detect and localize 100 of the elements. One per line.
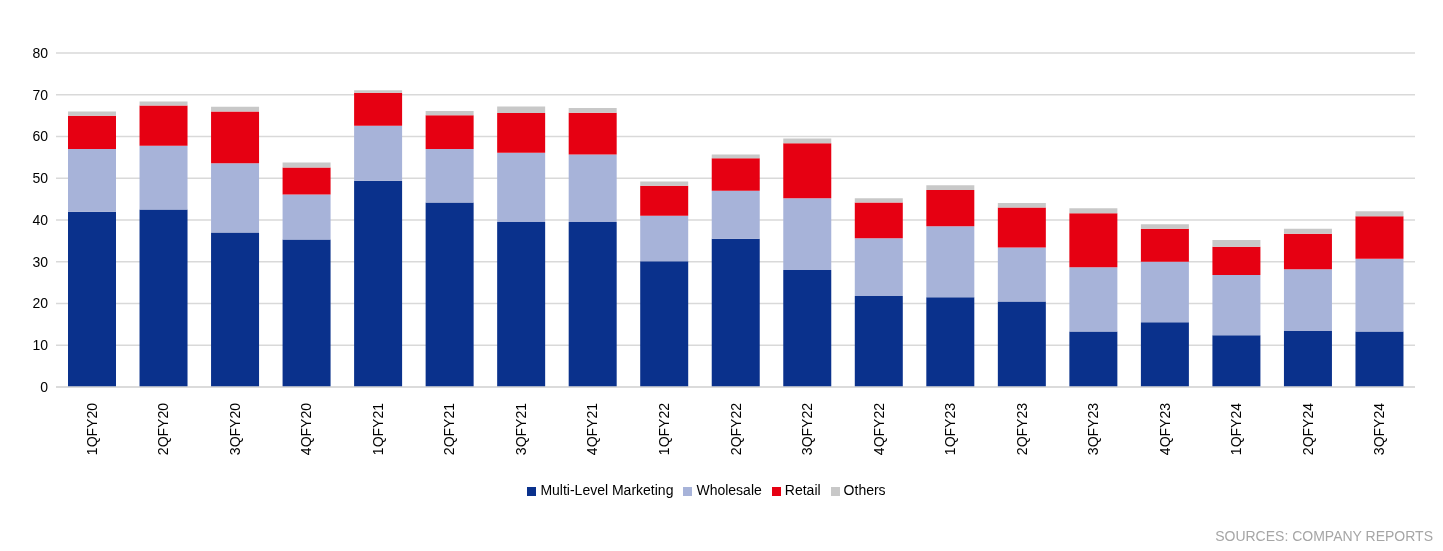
x-tick-label: 1QFY20	[83, 402, 100, 456]
bar	[997, 247, 1046, 302]
legend-label: Wholesale	[696, 482, 762, 498]
x-tick-label: 2QFY20	[155, 402, 172, 456]
bar	[1355, 211, 1404, 217]
bar	[1283, 228, 1332, 234]
bar	[211, 111, 260, 164]
bar	[854, 198, 903, 203]
x-tick-label: 2QFY24	[1299, 402, 1316, 456]
x-tick-label: 1QFY21	[369, 402, 386, 456]
bar	[1355, 258, 1404, 332]
bar	[1069, 208, 1118, 214]
bar	[354, 180, 403, 387]
bar	[1069, 213, 1118, 268]
bar	[425, 149, 474, 203]
x-tick-label: 3QFY23	[1085, 402, 1102, 456]
bar	[354, 92, 403, 126]
bar	[425, 115, 474, 150]
bar	[783, 270, 832, 387]
x-tick-label: 4QFY21	[584, 402, 601, 456]
legend-label: Retail	[784, 482, 821, 498]
bar	[711, 238, 760, 387]
bar	[282, 167, 331, 195]
bar	[425, 202, 474, 387]
bar	[926, 226, 975, 298]
bar	[997, 207, 1046, 248]
x-tick-label: 3QFY20	[226, 402, 243, 456]
bar	[1212, 275, 1261, 336]
bar	[1212, 246, 1261, 276]
x-tick-label: 3QFY21	[512, 402, 529, 456]
bar	[1140, 224, 1189, 229]
bar	[640, 261, 689, 387]
bar	[711, 158, 760, 191]
legend-label: Others	[843, 482, 886, 498]
bar	[68, 211, 116, 387]
bar	[354, 125, 403, 181]
y-tick-label: 30	[32, 253, 49, 270]
bar	[68, 115, 116, 150]
x-tick-label: 4QFY22	[870, 402, 887, 456]
bar	[1069, 267, 1118, 332]
bar	[497, 113, 546, 153]
bar	[568, 112, 617, 155]
y-tick-label: 60	[32, 128, 49, 145]
y-tick-label: 50	[32, 170, 49, 187]
bar	[997, 301, 1046, 387]
bar	[282, 162, 331, 168]
bar	[282, 239, 331, 387]
bar	[1283, 233, 1332, 270]
y-tick-label: 20	[32, 295, 49, 312]
bar	[854, 202, 903, 239]
x-tick-label: 1QFY24	[1228, 402, 1245, 456]
bar	[282, 194, 331, 240]
bar	[1069, 331, 1118, 387]
x-tick-label: 3QFY24	[1371, 402, 1388, 456]
bar	[854, 238, 903, 296]
bar	[1355, 331, 1404, 387]
bar	[211, 232, 260, 387]
bar	[68, 149, 116, 212]
bar	[139, 105, 188, 146]
y-tick-label: 70	[32, 86, 49, 103]
bar	[1140, 228, 1189, 262]
y-tick-label: 40	[32, 211, 49, 228]
bar	[854, 295, 903, 387]
x-tick-label: 2QFY21	[441, 402, 458, 456]
bar	[139, 145, 188, 210]
bar	[497, 222, 546, 387]
bar	[139, 209, 188, 387]
x-tick-label: 4QFY23	[1156, 402, 1173, 456]
bar	[640, 215, 689, 262]
x-tick-label: 1QFY23	[942, 402, 959, 456]
bar	[640, 181, 689, 186]
legend-label: Multi-Level Marketing	[540, 482, 674, 498]
bar	[711, 190, 760, 239]
bar	[211, 163, 260, 233]
bar	[640, 185, 689, 216]
y-tick-label: 80	[32, 44, 49, 61]
source-note: SOURCES: COMPANY REPORTS	[1214, 528, 1434, 544]
bar	[68, 111, 116, 116]
bar	[926, 185, 975, 190]
bar	[926, 297, 975, 387]
x-tick-label: 2QFY22	[727, 402, 744, 456]
bar	[568, 154, 617, 223]
bar	[568, 222, 617, 387]
x-tick-label: 2QFY23	[1013, 402, 1030, 456]
y-tick-label: 0	[40, 378, 49, 395]
bar	[497, 106, 546, 114]
bar	[354, 90, 403, 93]
bar	[783, 143, 832, 199]
bar	[1283, 331, 1332, 387]
x-tick-label: 3QFY22	[799, 402, 816, 456]
bar	[1212, 240, 1261, 247]
bar	[1283, 269, 1332, 332]
bar	[1140, 322, 1189, 387]
bar	[139, 101, 188, 106]
x-tick-label: 1QFY22	[655, 402, 672, 456]
y-tick-label: 10	[32, 337, 49, 354]
bar	[568, 108, 617, 113]
bar	[497, 152, 546, 223]
bar	[1140, 261, 1189, 323]
bar	[1212, 335, 1261, 387]
